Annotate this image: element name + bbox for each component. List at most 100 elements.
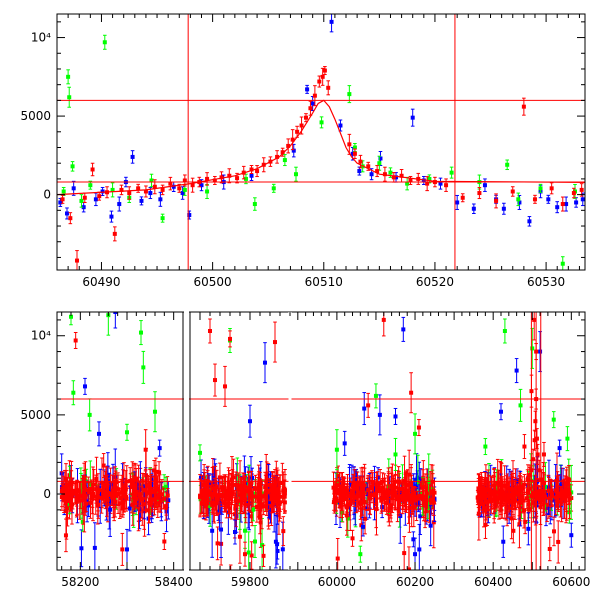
top-point-ff0000-3-marker: [82, 195, 87, 200]
bottom-season-0-band-79-marker: [121, 487, 126, 492]
bottom-season-2-band-110-marker: [409, 499, 414, 504]
bottom-season-0-band-70-marker: [139, 496, 144, 501]
bottom-season-1-band-81-marker: [230, 483, 235, 488]
bottom-season-0-band-108-marker: [138, 492, 143, 497]
top-point-ff0000-56-marker: [477, 191, 482, 196]
top-xtick-label-60510: 60510: [305, 275, 343, 289]
bottom-season-2-band-15-marker: [418, 493, 423, 498]
top-point-0000ff-10: [139, 196, 144, 206]
bottom-season-2-band-81-marker: [339, 493, 344, 498]
top-point-00ff00-2-marker: [67, 95, 72, 100]
bottom-season-2-band-50-marker: [392, 490, 397, 495]
bottom-season-2-band-69: [388, 498, 393, 519]
bottom-season-2-band-14-marker: [349, 489, 354, 494]
top-point-00ff00-15: [271, 183, 276, 193]
top-point-ff0000-32-marker: [290, 137, 295, 142]
bottom-season-1-band-79-marker: [220, 487, 225, 492]
top-point-ff0000-40-marker: [322, 68, 327, 73]
top-point-ff0000-44: [358, 154, 363, 169]
top-point-00ff00-26-marker: [449, 170, 454, 175]
bottom-season-1-point-27-marker: [267, 499, 272, 504]
bottom-season-1-band-49-marker: [257, 491, 262, 496]
top-point-0000ff-28-marker: [394, 175, 399, 180]
bottom-season-2-band-119: [397, 470, 402, 493]
bottom-season-0-band-71: [164, 491, 169, 521]
top-point-ff0000-47-marker: [382, 172, 387, 177]
top-point-ff0000-4: [90, 162, 95, 177]
bottom-season-2-point-103-marker: [363, 516, 368, 521]
bottom-season-2-band-80-marker: [354, 495, 359, 500]
top-point-00ff00-13-marker: [243, 176, 248, 181]
top-point-0000ff-44-marker: [580, 197, 585, 202]
top-point-0000ff-43-marker: [574, 200, 579, 205]
top-ytick-label-10000: 10⁴: [31, 31, 51, 45]
bottom-season-2-band-52-marker: [367, 496, 372, 501]
top-point-ff0000-52-marker: [425, 181, 430, 186]
bottom-season-2-band-105: [424, 473, 429, 514]
bottom-season-0-band-18-marker: [69, 493, 74, 498]
bottom-season-0-band-98: [141, 497, 146, 512]
top-point-00ff00-3: [70, 161, 75, 172]
top-point-0000ff-19-marker: [291, 148, 296, 153]
bottom-season-0-band-90-marker: [152, 497, 157, 502]
top-point-ff0000-20: [212, 175, 217, 185]
bottom-season-0-band-118: [67, 481, 72, 508]
bottom-season-0-band-117: [112, 479, 117, 507]
bottom-season-2-band-83-marker: [358, 490, 363, 495]
bottom-season-1-band-66-marker: [210, 501, 215, 506]
bottom-season-1-point-86-marker: [277, 480, 282, 485]
top-point-0000ff-20-marker: [305, 87, 310, 92]
bottom-season-2-band-68-marker: [399, 487, 404, 492]
top-point-00ff00-23-marker: [388, 170, 393, 175]
bottom-season-0-band-111-marker: [88, 500, 93, 505]
bottom-season-2-band-94: [337, 484, 342, 502]
top-point-ff0000-41-marker: [326, 85, 331, 90]
bottom-season-0-point-35-marker: [80, 519, 85, 524]
top-point-0000ff-2-marker: [71, 186, 76, 191]
bottom-season-0-band-63-marker: [157, 491, 162, 496]
bottom-season-2-band-104-marker: [342, 492, 347, 497]
top-point-ff0000-35-marker: [303, 115, 308, 120]
top-point-00ff00-22: [377, 155, 382, 171]
top-point-0000ff-31-marker: [438, 181, 443, 186]
top-point-0000ff-33: [471, 203, 476, 214]
top-point-ff0000-39-marker: [320, 74, 325, 79]
bottom-season-1-point-131-marker: [217, 475, 222, 480]
bottom-season-2-band-118: [430, 481, 435, 503]
bottom-season-0-band-96: [145, 475, 150, 497]
bottom-season-1-point-126-marker: [273, 539, 278, 544]
bottom-season-0-band-87-marker: [100, 488, 105, 493]
bottom-season-1-point-117-marker: [219, 527, 224, 532]
bottom-season-2-band-19-marker: [384, 496, 389, 501]
bottom-season-2-point-23-marker: [405, 482, 410, 487]
bottom-season-3: [475, 452, 574, 564]
bottom-season-0-band-98-marker: [141, 502, 146, 507]
top-point-ff0000-2: [75, 250, 80, 270]
bottom-season-2-band-95: [348, 488, 353, 505]
top-point-0000ff-41-marker: [555, 205, 560, 210]
top-point-ff0000-64: [579, 183, 584, 197]
bottom-season-2-band-38-marker: [400, 496, 405, 501]
bottom-season-2-band-119-marker: [397, 479, 402, 484]
top-point-ff0000-7-marker: [112, 231, 117, 236]
bottom-season-1-band-89-marker: [204, 498, 209, 503]
top-point-ff0000-12-marker: [152, 184, 157, 189]
bottom-season-0-band-71-marker: [164, 504, 169, 509]
top-point-00ff00-4: [79, 194, 84, 208]
bottom-season-1-band-105-marker: [227, 496, 232, 501]
bottom-season-0-band-105: [64, 470, 69, 509]
top-point-ff0000-7: [112, 226, 117, 242]
bottom-season-2-band-82-marker: [379, 498, 384, 503]
bottom-season-0-band-103-marker: [104, 497, 109, 502]
top-point-00ff00-18-marker: [319, 120, 324, 125]
top-point-00ff00-31: [560, 256, 565, 270]
bottom-season-2-band-67-marker: [391, 483, 396, 488]
top-point-ff0000-31: [286, 138, 291, 154]
bottom-season-1-band-70-marker: [215, 496, 220, 501]
bottom-season-1-band-109: [275, 479, 280, 514]
bottom-season-1-point-113-marker: [281, 529, 286, 534]
top-point-0000ff-5-marker: [100, 189, 105, 194]
top-panel-light-curve: 60490 60500 60510 60520 60530 0 5000 10⁴: [20, 13, 586, 289]
bottom-season-0-point-112-marker: [136, 505, 141, 510]
top-point-00ff00-2: [67, 86, 72, 108]
